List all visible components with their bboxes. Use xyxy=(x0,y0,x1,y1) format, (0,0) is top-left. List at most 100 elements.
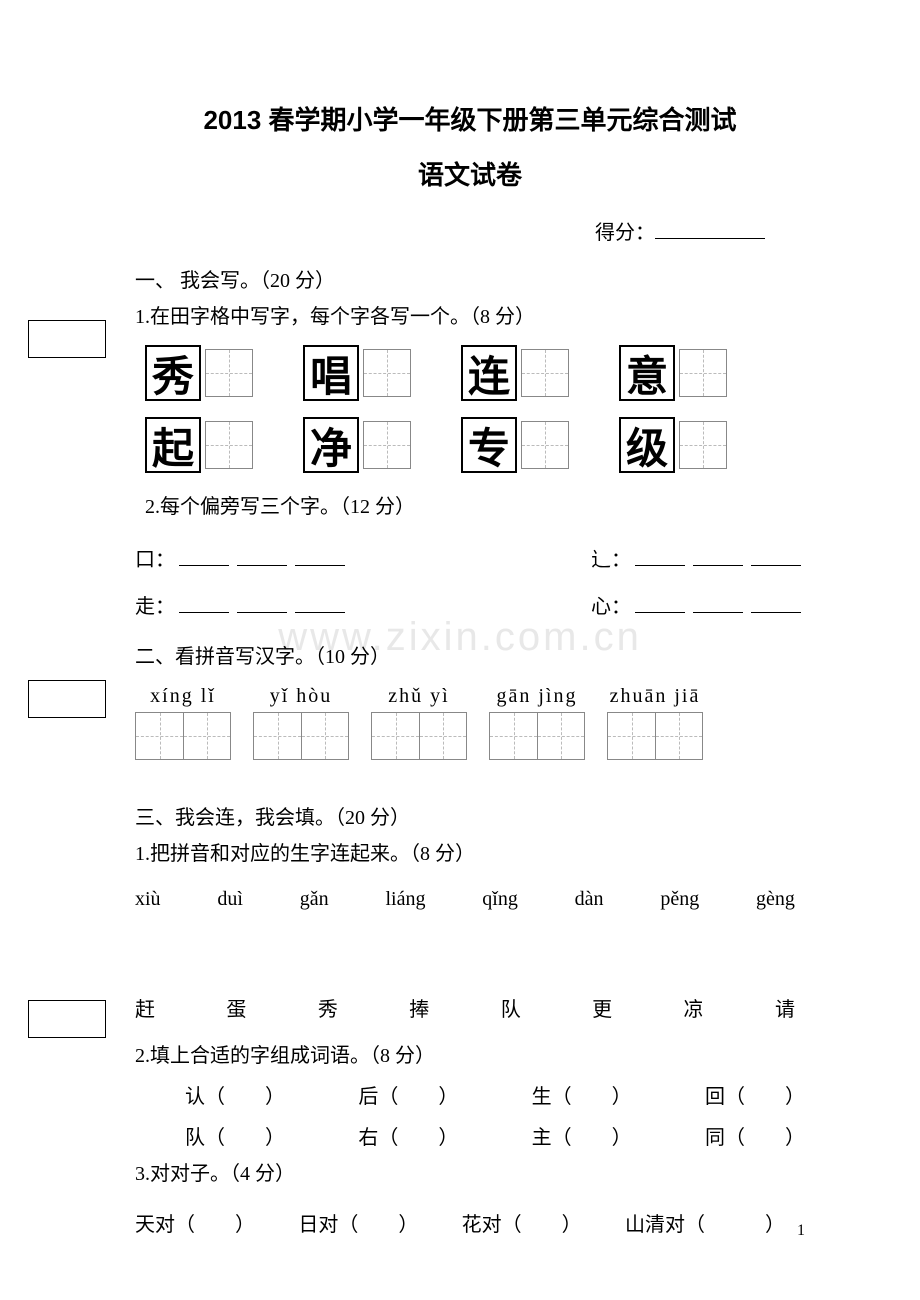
section3-sub1: 1.把拼音和对应的生字连起来。（8 分） xyxy=(135,836,805,872)
pinyin-row: xíng lǐ yǐ hòu zhǔ yì gān jìng zhuān jiā xyxy=(135,685,805,760)
match-item: 秀 xyxy=(318,993,338,1022)
pinyin-group: zhǔ yì xyxy=(371,685,467,760)
blank xyxy=(237,548,287,566)
example-char: 秀 xyxy=(145,345,201,401)
match-item: duì xyxy=(217,888,243,911)
pair-item: 花对（ ） xyxy=(462,1208,582,1237)
pinyin-text: zhuān jiā xyxy=(610,685,701,708)
match-item: xiù xyxy=(135,888,161,911)
example-char: 专 xyxy=(461,417,517,473)
match-item: 凉 xyxy=(684,993,704,1022)
pair-row: 天对（ ） 日对（ ） 花对（ ） 山清对（ ） xyxy=(135,1208,805,1237)
char-pair: 连 xyxy=(461,345,569,401)
radical-label: 辶： xyxy=(591,549,631,571)
tian-box xyxy=(521,349,569,397)
pair-item: 山清对（ ） xyxy=(625,1208,785,1237)
tian-box xyxy=(183,712,231,760)
pair-item: 天对（ ） xyxy=(135,1208,255,1237)
blank xyxy=(237,595,287,613)
blank xyxy=(635,595,685,613)
match-item: qǐng xyxy=(482,888,518,911)
radical-row-1: 口： 辶： xyxy=(135,543,805,572)
tian-box xyxy=(679,421,727,469)
tian-box xyxy=(489,712,537,760)
pinyin-text: gān jìng xyxy=(497,685,578,708)
match-item: 更 xyxy=(592,993,612,1022)
char-pair: 级 xyxy=(619,417,727,473)
blank xyxy=(635,548,685,566)
main-title: 2013 春学期小学一年级下册第三单元综合测试 xyxy=(135,100,805,137)
radical-item: 辶： xyxy=(591,543,805,572)
match-item: pěng xyxy=(660,888,699,911)
blank xyxy=(693,548,743,566)
section3-sub2: 2.填上合适的字组成词语。（8 分） xyxy=(135,1038,805,1074)
tian-box xyxy=(607,712,655,760)
example-char: 起 xyxy=(145,417,201,473)
score-label: 得分： xyxy=(595,222,655,244)
pinyin-group: xíng lǐ xyxy=(135,685,231,760)
section1-sub1: 1.在田字格中写字，每个字各写一个。（8 分） xyxy=(135,299,805,335)
char-row-1: 秀 唱 连 意 xyxy=(145,345,805,401)
section1-sub2: 2.每个偏旁写三个字。（12 分） xyxy=(145,489,805,525)
tian-box xyxy=(205,421,253,469)
pinyin-group: gān jìng xyxy=(489,685,585,760)
char-pair: 唱 xyxy=(303,345,411,401)
fill-item: 主（ ） xyxy=(532,1121,632,1150)
fill-item: 回（ ） xyxy=(705,1080,805,1109)
section3-sub3: 3.对对子。（4 分） xyxy=(135,1156,805,1192)
pinyin-text: xíng lǐ xyxy=(150,685,216,708)
tian-box xyxy=(419,712,467,760)
example-char: 唱 xyxy=(303,345,359,401)
char-pair: 起 xyxy=(145,417,253,473)
match-item: gèng xyxy=(756,888,795,911)
tian-box xyxy=(253,712,301,760)
blank xyxy=(179,595,229,613)
radical-label: 走： xyxy=(135,596,175,618)
radical-item: 走： xyxy=(135,590,349,619)
answer-boxes xyxy=(371,712,467,760)
section3-heading: 三、我会连，我会填。（20 分） xyxy=(135,800,805,836)
tian-box xyxy=(371,712,419,760)
radical-label: 心： xyxy=(591,596,631,618)
answer-boxes xyxy=(135,712,231,760)
match-hanzi-row: 赶 蛋 秀 捧 队 更 凉 请 xyxy=(135,993,805,1022)
fill-item: 后（ ） xyxy=(358,1080,458,1109)
char-pair: 专 xyxy=(461,417,569,473)
char-pair: 意 xyxy=(619,345,727,401)
radical-row-2: 走： 心： xyxy=(135,590,805,619)
sub-title: 语文试卷 xyxy=(135,155,805,192)
answer-boxes xyxy=(607,712,703,760)
match-item: 请 xyxy=(775,993,795,1022)
blank xyxy=(295,548,345,566)
match-item: gǎn xyxy=(300,888,329,911)
match-item: 捧 xyxy=(409,993,429,1022)
char-row-2: 起 净 专 级 xyxy=(145,417,805,473)
match-item: 赶 xyxy=(135,993,155,1022)
tian-box xyxy=(301,712,349,760)
answer-boxes xyxy=(253,712,349,760)
score-blank xyxy=(655,221,765,239)
pair-item: 日对（ ） xyxy=(298,1208,418,1237)
tian-box xyxy=(205,349,253,397)
tian-box xyxy=(679,349,727,397)
blank xyxy=(751,548,801,566)
score-line: 得分： xyxy=(135,216,805,245)
char-pair: 秀 xyxy=(145,345,253,401)
fill-row-2: 队（ ） 右（ ） 主（ ） 同（ ） xyxy=(135,1115,805,1156)
radical-item: 口： xyxy=(135,543,349,572)
fill-item: 右（ ） xyxy=(358,1121,458,1150)
match-item: dàn xyxy=(575,888,604,911)
example-char: 意 xyxy=(619,345,675,401)
radical-label: 口： xyxy=(135,549,175,571)
answer-boxes xyxy=(489,712,585,760)
tian-box xyxy=(521,421,569,469)
pinyin-group: zhuān jiā xyxy=(607,685,703,760)
pinyin-group: yǐ hòu xyxy=(253,685,349,760)
pinyin-text: zhǔ yì xyxy=(388,685,449,708)
fill-item: 生（ ） xyxy=(532,1080,632,1109)
fill-item: 同（ ） xyxy=(705,1121,805,1150)
match-item: 蛋 xyxy=(226,993,246,1022)
example-char: 净 xyxy=(303,417,359,473)
fill-item: 队（ ） xyxy=(185,1121,285,1150)
pinyin-text: yǐ hòu xyxy=(270,685,333,708)
